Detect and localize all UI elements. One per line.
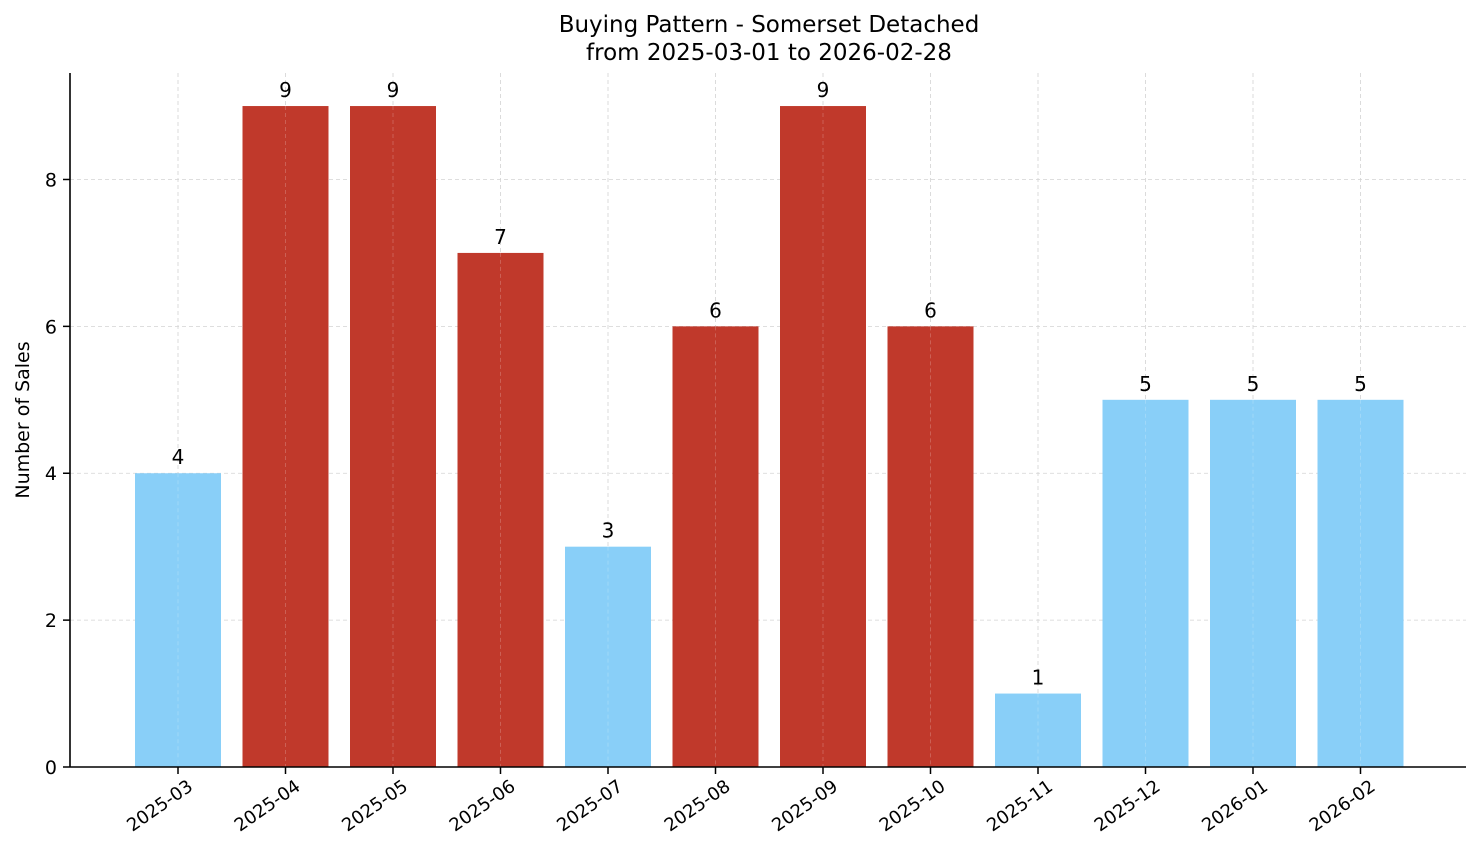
data-label: 4 (172, 445, 185, 469)
x-tick-label: 2025-10 (876, 776, 950, 836)
data-label: 6 (924, 298, 937, 322)
bar-2025-09 (780, 106, 866, 768)
x-tick-label: 2025-05 (338, 776, 412, 836)
y-tick-label: 0 (45, 757, 57, 779)
x-tick-label: 2025-12 (1091, 776, 1165, 836)
bar-2025-12 (1102, 399, 1189, 767)
data-label: 5 (1247, 372, 1260, 396)
bar-2025-03 (135, 473, 221, 767)
x-tick-label: 2026-01 (1198, 776, 1272, 836)
data-label: 7 (494, 225, 507, 249)
data-label: 1 (1032, 666, 1045, 690)
x-tick-label: 2025-04 (231, 776, 305, 836)
x-tick-label: 2025-07 (553, 776, 627, 836)
bar-2025-11 (995, 693, 1081, 767)
bar-2025-05 (350, 106, 436, 768)
y-tick-label: 4 (45, 463, 57, 485)
data-label: 9 (387, 78, 400, 102)
x-tick-label: 2025-08 (661, 776, 735, 836)
x-tick-label: 2025-03 (123, 776, 197, 836)
bar-2025-06 (457, 252, 544, 768)
y-tick-label: 2 (45, 610, 57, 632)
data-label: 9 (817, 78, 830, 102)
chart-subtitle: from 2025-03-01 to 2026-02-28 (586, 40, 952, 66)
bar-2026-01 (1210, 399, 1296, 767)
bar-2026-02 (1317, 399, 1404, 767)
data-label: 5 (1354, 372, 1367, 396)
chart-title: Buying Pattern - Somerset Detached (558, 12, 980, 38)
x-tick-label: 2025-11 (983, 776, 1057, 836)
x-tick-label: 2025-06 (446, 776, 520, 836)
y-tick-label: 8 (45, 169, 57, 191)
bar-2025-04 (242, 106, 329, 768)
data-label: 5 (1139, 372, 1152, 396)
y-tick-label: 6 (45, 316, 57, 338)
bar-2025-07 (565, 546, 651, 767)
data-label: 9 (279, 78, 292, 102)
x-tick-label: 2026-02 (1306, 776, 1380, 836)
bar-2025-10 (887, 326, 974, 767)
data-label: 6 (709, 298, 722, 322)
bar-2025-08 (672, 326, 759, 767)
x-tick-label: 2025-09 (768, 776, 842, 836)
data-label: 3 (602, 519, 615, 543)
